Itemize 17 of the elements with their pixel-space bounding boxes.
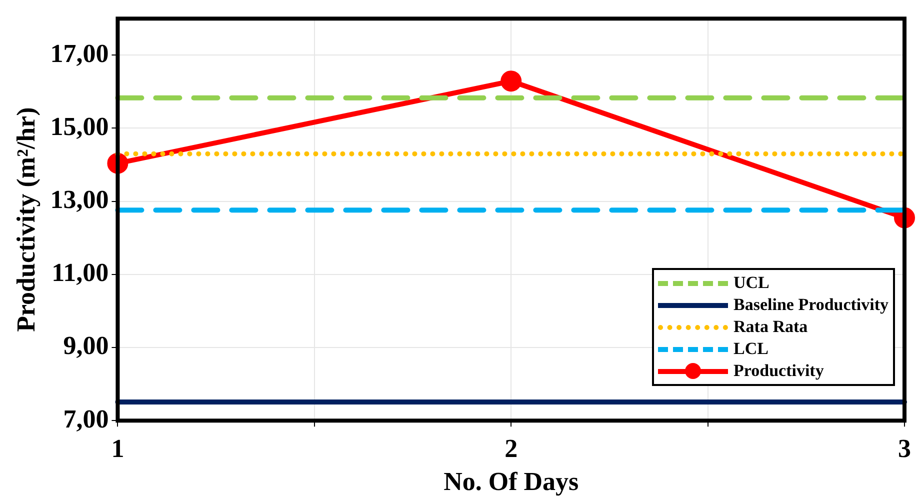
y-tick-label: 7,00: [63, 404, 109, 434]
legend-label: Productivity: [734, 360, 824, 382]
x-tick-label: 1: [111, 434, 124, 463]
point: [500, 70, 522, 92]
x-axis-title: No. Of Days: [444, 467, 579, 496]
y-tick-label: 9,00: [63, 331, 109, 360]
y-tick-label: 17,00: [50, 38, 109, 68]
y-axis-title: Productivity (m²/hr): [11, 107, 40, 332]
x-tick-label: 3: [898, 434, 911, 463]
x-tick-label: 2: [504, 434, 518, 463]
legend-label: UCL: [734, 272, 770, 294]
legend-label: Rata Rata: [734, 316, 808, 338]
y-tick-label: 15,00: [50, 112, 109, 141]
legend-label: LCL: [734, 338, 768, 360]
y-tick-label: 11,00: [52, 258, 109, 288]
y-tick-label: 13,00: [50, 185, 109, 214]
legend-label: Baseline Productivity: [734, 294, 889, 316]
